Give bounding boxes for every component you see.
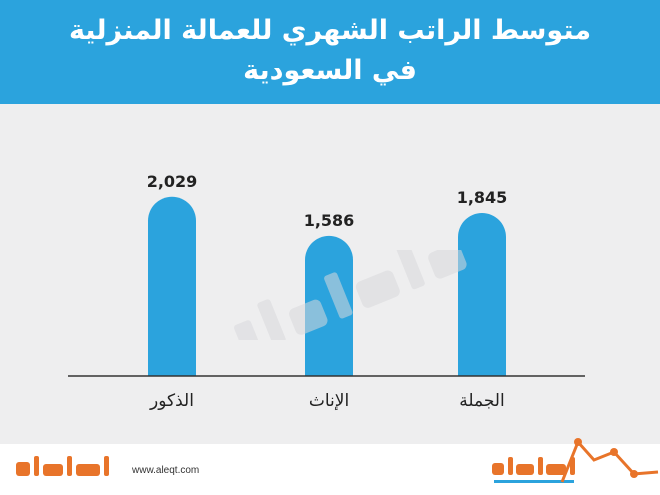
- trend-line-decoration-icon: [560, 438, 659, 483]
- bar-value-label: 1,586: [304, 211, 355, 230]
- category-label: الإناث: [309, 391, 349, 411]
- category-label: الذكور: [149, 391, 194, 411]
- bar-value-label: 1,845: [457, 188, 508, 207]
- chart-header: متوسط الراتب الشهري للعمالة المنزلية في …: [0, 0, 660, 104]
- bar-chart: 2,029 الذكور 1,586 الإناث 1,845 الجملة: [68, 172, 585, 411]
- bar-1: [148, 196, 196, 376]
- category-label: الجملة: [459, 391, 504, 411]
- chart-title-line-1: متوسط الراتب الشهري للعمالة المنزلية: [68, 15, 592, 46]
- site-url[interactable]: www.aleqt.com: [132, 465, 200, 476]
- bar-value-label: 2,029: [147, 172, 198, 191]
- aleqtisadiah-logo-icon: [16, 456, 109, 476]
- bar-3: [458, 213, 506, 376]
- bar-2: [305, 235, 353, 376]
- chart-title-line-2: في السعودية: [243, 55, 417, 86]
